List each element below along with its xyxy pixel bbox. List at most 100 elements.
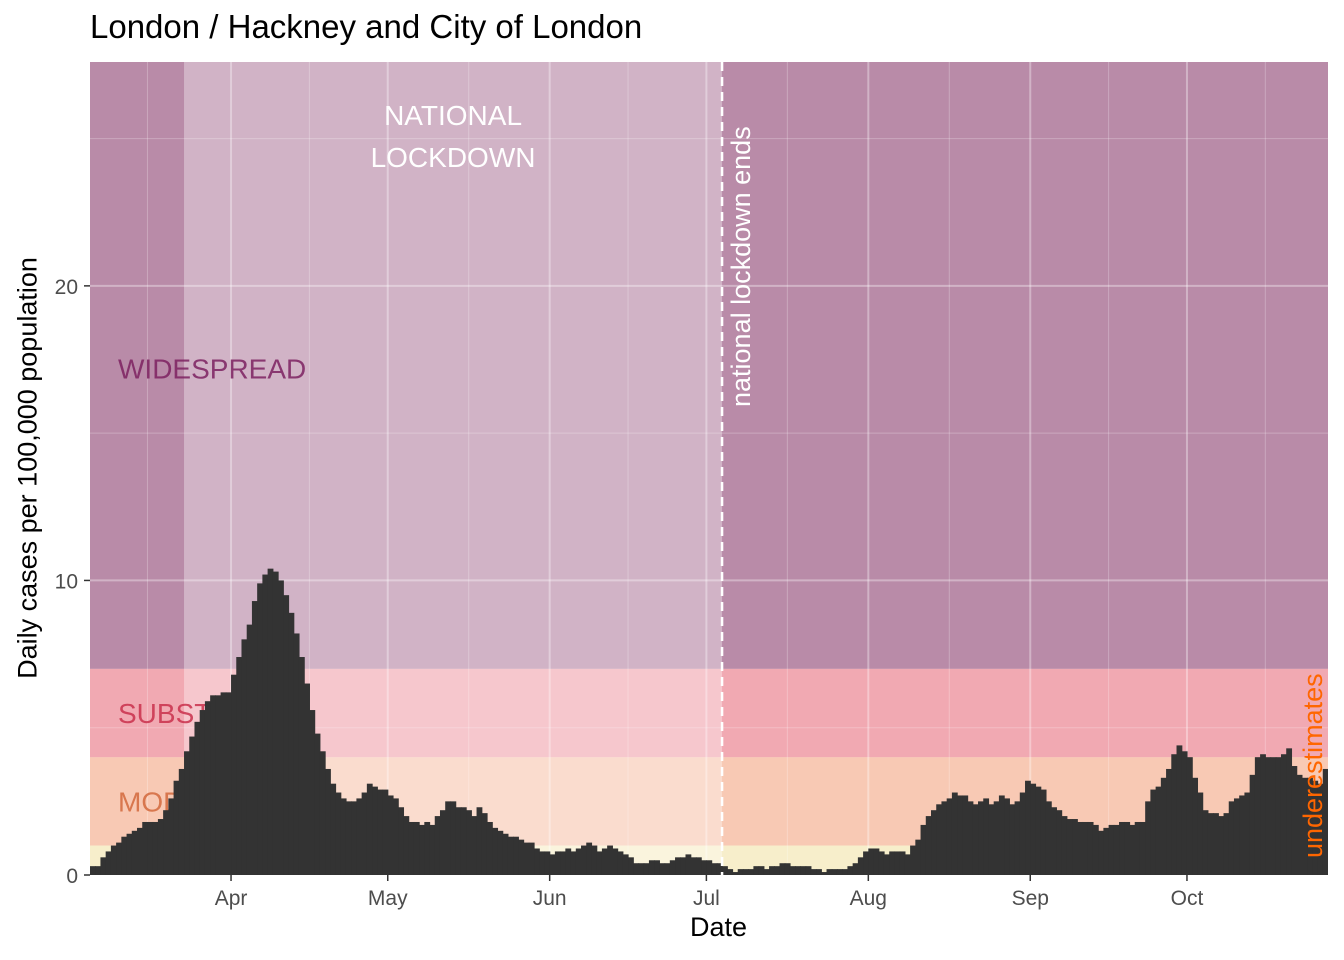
chart-title: London / Hackney and City of London [90,8,643,45]
bar [210,695,216,875]
bar [795,866,802,875]
bar [497,830,504,875]
bar [1166,768,1172,875]
x-tick-label: Aug [850,887,887,910]
bar [915,839,922,875]
bar [617,851,624,875]
bar [309,710,316,875]
bars [90,568,1328,875]
bar [194,721,201,875]
bar [257,583,263,875]
bar [382,789,389,875]
bar [1291,766,1298,875]
bar [439,810,446,875]
bar [116,842,122,875]
bar [137,827,143,875]
bar [168,798,175,875]
bar [246,624,253,875]
bar [173,780,180,875]
bar [330,783,337,875]
band-widespread [90,62,1328,669]
bar [925,816,932,875]
bar [1202,810,1209,875]
bar [633,863,640,875]
bar [513,836,519,875]
bar [962,795,969,875]
x-tick-label: Apr [215,887,248,910]
bar [685,854,692,875]
bar [1317,783,1324,875]
bar [204,701,211,875]
y-tick-label: 10 [55,570,78,593]
bar [356,798,363,875]
bar [325,768,331,875]
bar [789,866,796,875]
bar [1072,819,1078,875]
bar [899,851,906,875]
bar [742,869,749,875]
bar [110,845,117,875]
bar [570,851,577,875]
bar [664,863,671,875]
bar [993,801,1000,875]
bar [810,869,817,875]
bar [131,830,138,875]
bar [1030,783,1037,875]
x-tick-label: Sep [1012,887,1049,910]
bar [805,866,812,875]
axes: 0 10 20 Apr May Jun Jul Aug Sep Oct [55,276,1204,910]
bar [1280,754,1287,875]
bar [988,804,995,875]
bar [403,816,410,875]
bar [272,571,279,875]
bar [429,824,436,875]
bar [1134,821,1141,875]
bar [502,833,509,875]
bar [236,657,243,875]
bar [534,848,540,875]
bar [967,801,974,875]
bar [387,795,394,875]
bar [1322,768,1328,875]
bar [711,863,718,875]
bar [1061,816,1068,875]
bar [1009,804,1016,875]
x-axis-label: Date [690,912,748,942]
bar [1108,824,1115,875]
bar [920,824,927,875]
bar [1103,827,1110,875]
bar [1150,789,1157,875]
bar [121,836,128,875]
bar [345,801,352,875]
bar [826,869,833,875]
bar [319,751,326,875]
bar [638,863,645,875]
bar [1155,786,1162,875]
bar [262,574,269,875]
bar [690,857,697,875]
bar [669,860,676,875]
bar [607,845,613,875]
bar [852,863,859,875]
bar [434,816,441,875]
bar [1181,751,1188,875]
bar [1301,777,1308,875]
y-tick-label: 20 [55,276,78,299]
bar [821,872,828,875]
bar [863,851,869,875]
bar [680,857,687,875]
x-tick-label: May [368,887,408,910]
bar [1228,801,1235,875]
bar [1092,824,1099,875]
bar [941,801,948,875]
bar [1244,792,1251,875]
bar [1213,813,1219,875]
bar [554,851,561,875]
bar [581,845,587,875]
bar [471,816,478,875]
annotations: national lockdown ends NATIONAL LOCKDOWN un… [371,62,1328,875]
bar [643,863,650,875]
bar [288,612,295,875]
bar [544,851,551,875]
bar [278,580,284,875]
